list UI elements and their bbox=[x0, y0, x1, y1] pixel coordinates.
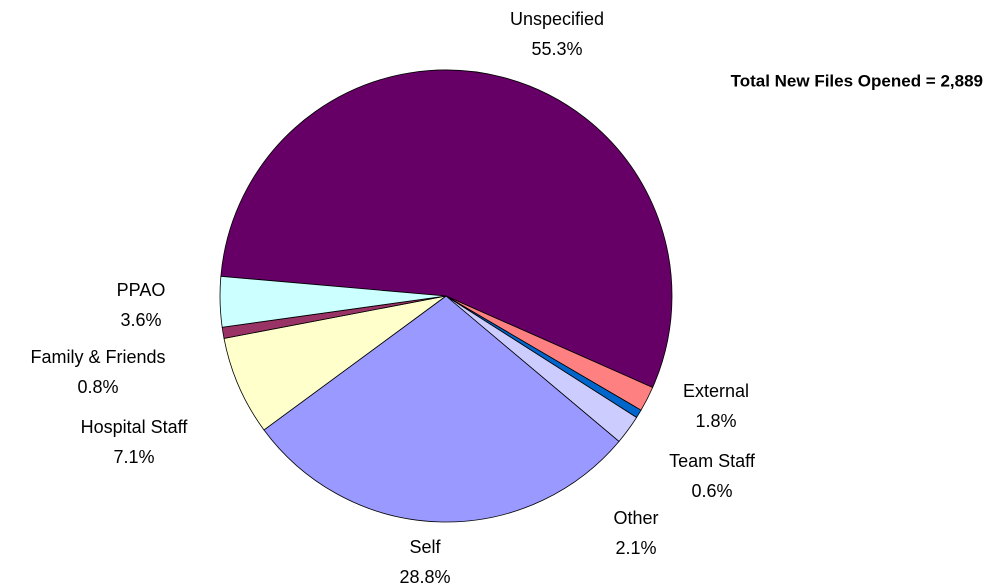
slice-value-label: 0.8% bbox=[77, 377, 118, 397]
slice-value-label: 2.1% bbox=[615, 538, 656, 558]
pie-slice bbox=[223, 295, 447, 431]
slice-label: Self bbox=[409, 537, 441, 557]
pie-slice bbox=[219, 275, 447, 328]
slice-value-label: 3.6% bbox=[120, 310, 161, 330]
slice-value-label: 1.8% bbox=[695, 411, 736, 431]
slice-label: PPAO bbox=[117, 280, 166, 300]
slice-label: External bbox=[683, 381, 749, 401]
slice-value-label: 7.1% bbox=[113, 447, 154, 467]
slice-label: Unspecified bbox=[510, 9, 604, 29]
slice-label: Team Staff bbox=[669, 451, 756, 471]
annotation: Total New Files Opened = 2,889 bbox=[731, 71, 983, 90]
pie-slice bbox=[220, 69, 673, 389]
slice-label: Hospital Staff bbox=[81, 417, 189, 437]
slice-value-label: 28.8% bbox=[399, 567, 450, 587]
slice-label: Other bbox=[613, 508, 658, 528]
pie-slice bbox=[263, 295, 620, 523]
slice-label: Family & Friends bbox=[30, 347, 165, 367]
slice-value-label: 55.3% bbox=[531, 39, 582, 59]
slice-value-label: 0.6% bbox=[691, 481, 732, 501]
